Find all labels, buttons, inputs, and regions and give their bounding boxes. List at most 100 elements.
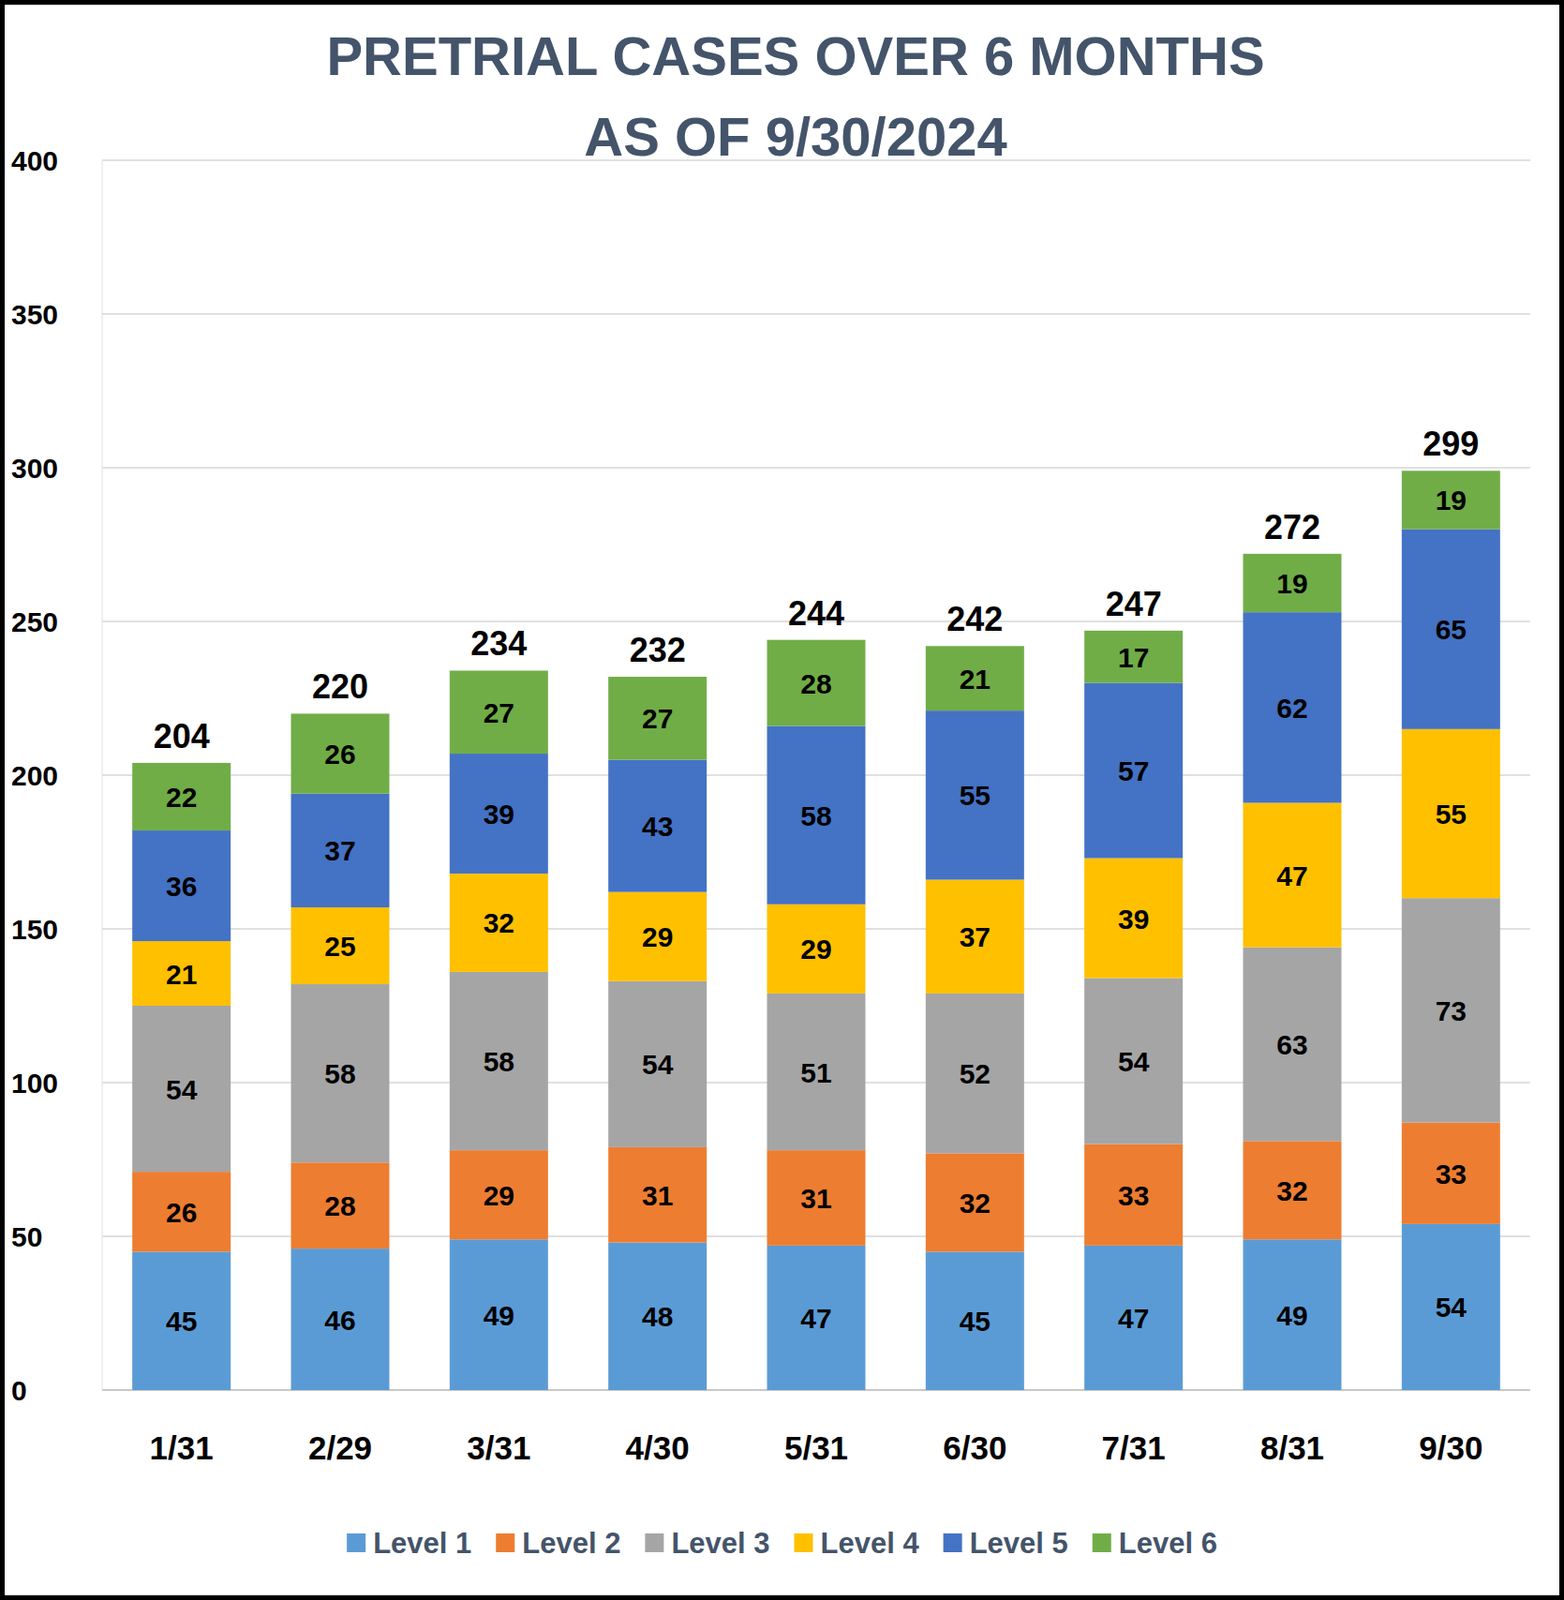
data-label: 54	[1117, 1045, 1150, 1077]
data-label: 27	[483, 697, 515, 729]
grid-line	[102, 466, 1531, 469]
data-label: 19	[1435, 484, 1467, 516]
bar-segment	[925, 993, 1025, 1154]
data-label: 39	[483, 798, 515, 830]
subtitle: AS OF 9/30/2024	[583, 105, 1007, 167]
bar-segment	[1401, 1122, 1501, 1224]
bar-segment	[1084, 1245, 1183, 1390]
data-label: 27	[641, 702, 673, 734]
legend-label: Level 4	[820, 1526, 921, 1560]
bar-segment	[132, 940, 231, 1006]
total-label: 272	[1264, 507, 1321, 547]
data-label: 54	[165, 1073, 198, 1105]
bar-segment	[291, 907, 390, 984]
data-label: 63	[1276, 1028, 1308, 1060]
y-tick-label: 100	[11, 1067, 59, 1099]
bar-segment	[608, 981, 707, 1147]
x-tick-label: 8/31	[1260, 1429, 1325, 1466]
bar-segment	[1401, 729, 1501, 898]
legend-label: Level 6	[1118, 1526, 1218, 1560]
data-label: 47	[800, 1302, 832, 1334]
data-label: 33	[1117, 1179, 1149, 1211]
border	[2, 2, 1563, 1598]
bar-segment	[1243, 1238, 1342, 1390]
bar-segment	[925, 645, 1025, 711]
bar-segment	[1243, 611, 1342, 803]
bar-segment	[1243, 803, 1342, 948]
data-label: 54	[1435, 1291, 1468, 1323]
data-label: 33	[1435, 1158, 1467, 1190]
bar-segment	[132, 1251, 231, 1390]
bar-segment	[925, 879, 1025, 994]
data-label: 65	[1435, 613, 1467, 645]
y-tick-label: 250	[11, 606, 59, 638]
bar-segment	[608, 1146, 707, 1243]
data-label: 36	[165, 870, 197, 902]
total-label: 247	[1105, 584, 1162, 624]
total-label: 234	[470, 624, 527, 663]
data-label: 29	[483, 1179, 515, 1211]
x-tick-label: 3/31	[466, 1429, 531, 1466]
y-tick-label: 50	[11, 1221, 43, 1252]
bar-segment	[767, 904, 866, 994]
data-label: 49	[483, 1299, 515, 1331]
data-label: 52	[959, 1057, 991, 1089]
y-tick-label: 0	[11, 1374, 28, 1406]
data-label: 58	[483, 1045, 515, 1077]
data-label: 37	[959, 921, 991, 953]
x-tick-label: 9/30	[1418, 1429, 1483, 1466]
bar-segment	[132, 1005, 231, 1172]
total-label: 299	[1422, 424, 1479, 463]
bar-segment	[925, 710, 1025, 879]
data-label: 28	[800, 668, 832, 700]
total-label: 204	[153, 716, 210, 756]
data-label: 29	[800, 933, 832, 965]
bar-segment	[291, 1248, 390, 1390]
bar-segment	[1084, 683, 1183, 859]
legend-swatch	[644, 1533, 664, 1552]
bar-segment	[767, 1149, 866, 1246]
data-label: 25	[324, 930, 356, 962]
x-tick-label: 7/31	[1102, 1429, 1166, 1466]
bar-segment	[449, 971, 549, 1150]
bar-segment	[608, 759, 707, 893]
data-label: 19	[1276, 567, 1308, 599]
x-tick-label: 4/30	[625, 1429, 690, 1466]
legend-swatch	[794, 1533, 814, 1552]
bar-segment	[132, 1171, 231, 1252]
data-label: 31	[800, 1182, 832, 1214]
data-label: 46	[324, 1304, 356, 1336]
y-tick-label: 200	[11, 759, 59, 791]
data-label: 28	[324, 1190, 356, 1222]
bar-segment	[1084, 630, 1183, 684]
bar-segment	[925, 1152, 1025, 1252]
data-label: 62	[1276, 692, 1308, 724]
data-label: 45	[959, 1305, 991, 1337]
data-label: 58	[324, 1057, 356, 1089]
bar-segment	[767, 726, 866, 905]
data-label: 26	[165, 1196, 197, 1228]
data-label: 29	[641, 921, 673, 953]
bar-segment	[1243, 947, 1342, 1142]
data-label: 51	[800, 1057, 832, 1088]
bar-segment	[767, 640, 866, 727]
data-label: 21	[959, 663, 991, 695]
y-axis-line	[102, 160, 104, 1390]
bar-segment	[1084, 1144, 1183, 1246]
bar-segment	[1243, 1140, 1342, 1239]
data-label: 32	[1276, 1175, 1308, 1207]
data-label: 57	[1117, 755, 1149, 787]
total-label: 220	[312, 667, 369, 706]
data-label: 22	[165, 781, 197, 813]
bar-segment	[449, 1238, 549, 1390]
background	[0, 0, 1564, 1600]
data-label: 55	[1435, 798, 1467, 830]
bar-segment	[608, 676, 707, 760]
bars	[132, 470, 1501, 1390]
legend-swatch	[1092, 1533, 1112, 1552]
total-label: 232	[629, 630, 686, 670]
data-label: 37	[324, 834, 356, 866]
x-tick-label: 2/29	[308, 1429, 373, 1466]
bar-segment	[291, 1161, 390, 1249]
data-label: 39	[1117, 903, 1149, 935]
